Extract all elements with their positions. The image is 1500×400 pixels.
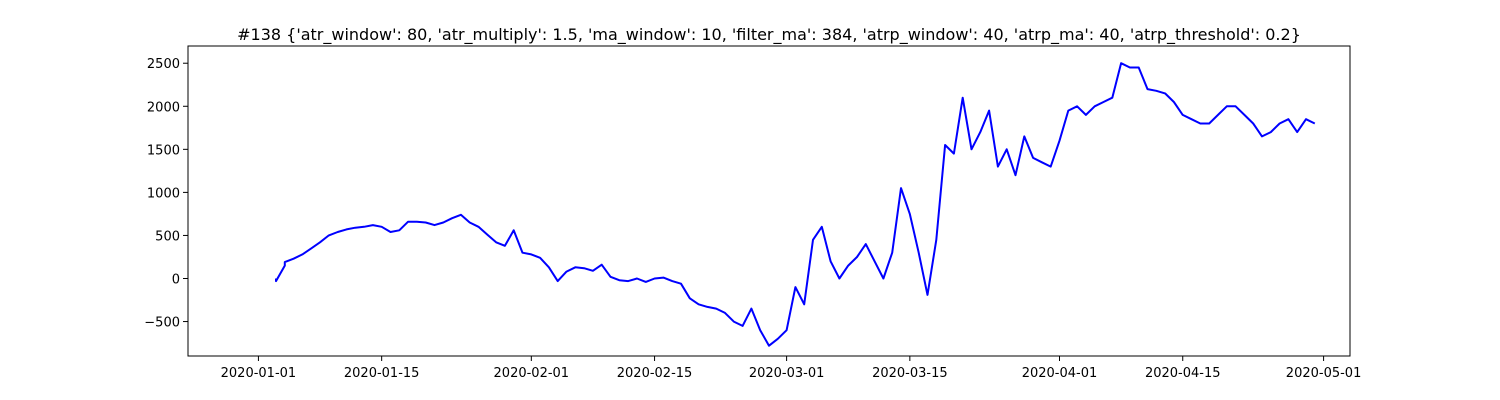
x-tick-label: 2020-01-01 <box>221 366 297 381</box>
y-tick-label: 500 <box>155 229 180 244</box>
y-tick-label: 2500 <box>147 57 180 72</box>
y-tick-label: 2000 <box>147 100 180 115</box>
x-tick-label: 2020-05-01 <box>1286 366 1362 381</box>
y-tick-label: −500 <box>144 316 180 331</box>
x-axis: 2020-01-01 2020-01-15 2020-02-01 2020-02-15… <box>221 356 1362 381</box>
x-tick-label: 2020-03-15 <box>872 366 948 381</box>
y-axis: −500 0 500 1000 1500 2000 2500 <box>144 57 188 331</box>
y-tick-label: 1500 <box>147 143 180 158</box>
series-line <box>275 62 1316 347</box>
y-tick-label: 1000 <box>147 186 180 201</box>
x-tick-label: 2020-01-15 <box>344 366 420 381</box>
x-tick-label: 2020-02-01 <box>494 366 570 381</box>
plot-area <box>187 45 1351 357</box>
x-tick-label: 2020-04-15 <box>1145 366 1221 381</box>
x-tick-label: 2020-03-01 <box>749 366 825 381</box>
plot-frame <box>187 45 1351 357</box>
x-tick-label: 2020-04-01 <box>1022 366 1098 381</box>
y-tick-label: 0 <box>172 273 180 288</box>
x-tick-label: 2020-02-15 <box>617 366 693 381</box>
chart-title: #138 {'atr_window': 80, 'atr_multiply': … <box>237 25 1301 45</box>
